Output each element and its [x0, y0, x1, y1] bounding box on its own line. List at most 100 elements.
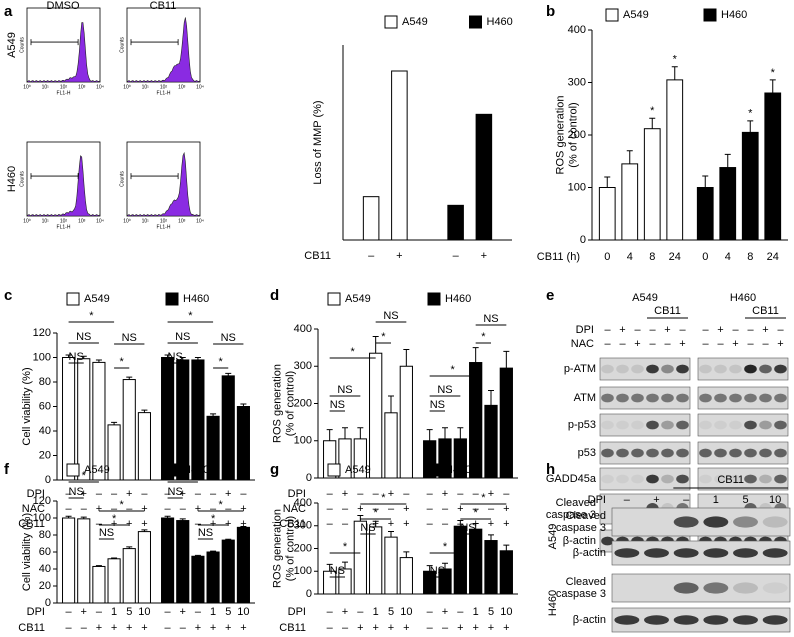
- row-value: –: [66, 488, 73, 500]
- y-tick-label: 60: [39, 546, 51, 558]
- error-bar: [111, 421, 118, 425]
- blot-strip: [599, 467, 691, 491]
- x-tick-label: 10¹: [42, 84, 50, 90]
- y-tick-label: 400: [294, 497, 312, 509]
- blot-band: [661, 474, 674, 484]
- y-tick-label: 200: [568, 129, 586, 141]
- row-value: +: [403, 622, 409, 634]
- blot-band: [646, 420, 659, 430]
- protein-label: ATM: [574, 392, 596, 404]
- row-value: +: [141, 518, 147, 530]
- panel-letter: a: [4, 3, 13, 20]
- significance: *: [211, 513, 216, 525]
- y-tick-label: 100: [294, 435, 312, 447]
- significance: NS: [69, 486, 84, 498]
- error-bar: [488, 389, 494, 406]
- panel-letter: h: [546, 461, 555, 478]
- legend-label: A549: [623, 9, 649, 21]
- bar: [122, 379, 136, 481]
- row-value: –: [664, 338, 671, 350]
- blot-band: [616, 364, 629, 374]
- panel-letter: b: [546, 3, 555, 20]
- panel-letter: d: [270, 287, 279, 304]
- significance: NS: [430, 399, 445, 411]
- row-value: +: [619, 324, 625, 336]
- significance: *: [650, 105, 655, 117]
- x-tick-label: 10⁴: [96, 84, 104, 90]
- row-value: –: [96, 606, 103, 618]
- significance: NS: [437, 384, 452, 396]
- row-value: –: [126, 503, 133, 515]
- row-value: –: [357, 488, 364, 500]
- x-tick-label: 10²: [60, 84, 68, 90]
- bar: [221, 539, 235, 604]
- legend-label: A549: [84, 293, 110, 305]
- blot-band: [601, 474, 614, 484]
- bar: [499, 550, 513, 595]
- row-value: –: [373, 488, 380, 500]
- blot-band: [733, 548, 758, 558]
- significance: NS: [337, 384, 352, 396]
- row-value: –: [240, 488, 247, 500]
- row-value: –: [342, 518, 349, 530]
- blot-band: [759, 474, 772, 484]
- row-value: +: [180, 606, 186, 618]
- blot-band: [714, 364, 727, 374]
- row-value: –: [225, 503, 232, 515]
- error-bar: [95, 565, 102, 567]
- significance: *: [89, 310, 94, 322]
- bar: [206, 551, 220, 604]
- row-value: +: [717, 324, 723, 336]
- row-label: CB11 (h): [537, 251, 580, 263]
- blot-strip: [599, 441, 691, 465]
- significance: *: [181, 470, 186, 482]
- row-label: DPI: [288, 606, 306, 618]
- row-label: DPI: [288, 488, 306, 500]
- significance: *: [381, 492, 386, 504]
- error-bar: [472, 522, 479, 530]
- row-value: +: [488, 518, 494, 530]
- row-value: –: [442, 503, 449, 515]
- row-value: +: [388, 488, 394, 500]
- row-label: NAC: [22, 503, 45, 515]
- row-value: 24: [767, 251, 779, 263]
- significance: NS: [383, 310, 398, 322]
- row-value: –: [427, 488, 434, 500]
- significance: NS: [360, 522, 375, 534]
- error-bar: [126, 546, 133, 549]
- x-tick-label: 10¹: [142, 84, 150, 90]
- blot-band: [631, 474, 644, 484]
- blot-band: [774, 474, 787, 484]
- blot-band: [673, 516, 699, 528]
- significance: *: [82, 470, 87, 482]
- histogram: [126, 17, 201, 83]
- cell-line-label: A549: [632, 292, 658, 304]
- row-value: –: [357, 606, 364, 618]
- blot-strip: [697, 357, 789, 381]
- bar: [236, 526, 250, 604]
- significance: NS: [99, 527, 114, 539]
- row-value: +: [388, 518, 394, 530]
- blot-band: [714, 474, 727, 484]
- histogram: [26, 155, 101, 217]
- blot-band: [774, 364, 787, 374]
- panel-letter: g: [270, 461, 279, 478]
- bar: [62, 357, 76, 481]
- row-value: –: [732, 324, 739, 336]
- row-value: –: [683, 494, 690, 506]
- significance: NS: [122, 332, 137, 344]
- blot-band: [673, 582, 699, 594]
- x-tick-label: 10⁴: [196, 84, 204, 90]
- error-bar: [604, 176, 611, 188]
- y-axis-label: ROS generation: [271, 509, 283, 588]
- x-tick-label: 10³: [78, 84, 86, 90]
- significance: *: [120, 356, 125, 368]
- y-tick-label: 100: [33, 512, 51, 524]
- blot-band: [762, 548, 788, 558]
- row-value: –: [66, 606, 73, 618]
- bar: [221, 375, 235, 481]
- legend-swatch: [327, 463, 341, 477]
- row-value: +: [111, 518, 117, 530]
- blot-band: [676, 364, 689, 374]
- row-value: +: [777, 338, 783, 350]
